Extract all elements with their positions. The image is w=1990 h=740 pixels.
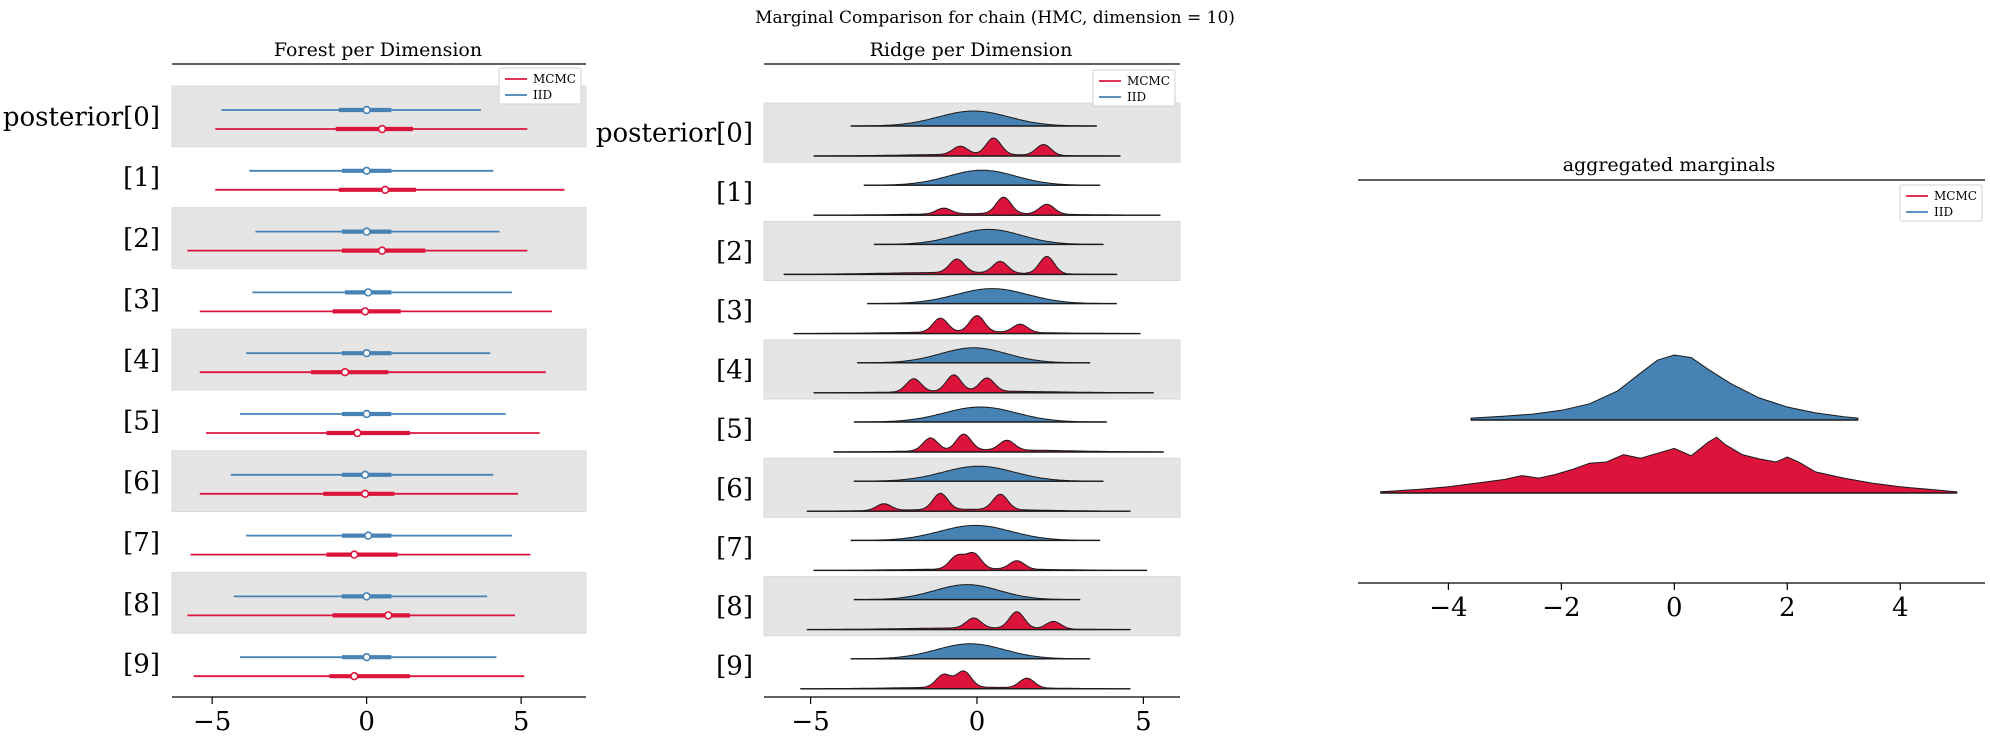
mcmc-ridge — [814, 552, 1147, 570]
x-tick-label: 5 — [513, 707, 530, 737]
mcmc-mean-point — [382, 186, 389, 193]
iid-mean-point — [363, 107, 370, 114]
aggregated-panel: aggregated marginals MCMC IID −4 −2 0 2 4 — [1358, 154, 1985, 623]
row-label: posterior[0] — [596, 119, 753, 149]
row-label: [7] — [123, 528, 160, 558]
iid-mean-point — [363, 654, 370, 661]
row-label: [4] — [716, 355, 753, 385]
figure-suptitle: Marginal Comparison for chain (HMC, dime… — [755, 8, 1235, 28]
x-tick-label: 4 — [1892, 593, 1909, 623]
x-tick-label: −5 — [791, 707, 829, 737]
row-band — [172, 329, 586, 390]
legend-label: IID — [1127, 90, 1146, 104]
mcmc-aggregated-ridge — [1381, 437, 1957, 493]
iid-mean-point — [365, 532, 372, 539]
x-tick-label: −5 — [193, 707, 231, 737]
row-label: [7] — [716, 533, 753, 563]
iid-mean-point — [363, 411, 370, 418]
mcmc-mean-point — [362, 490, 369, 497]
row-band — [172, 572, 586, 633]
x-tick-label: 5 — [1135, 707, 1152, 737]
forest-panel-title: Forest per Dimension — [274, 39, 482, 61]
row-label: [2] — [123, 224, 160, 254]
row-label: [2] — [716, 237, 753, 267]
iid-mean-point — [363, 350, 370, 357]
iid-ridge — [854, 407, 1107, 422]
mcmc-mean-point — [379, 247, 386, 254]
iid-mean-point — [363, 167, 370, 174]
row-label: [3] — [716, 296, 753, 326]
row-label: [1] — [123, 163, 160, 193]
row-label: [4] — [123, 346, 160, 376]
mcmc-ridge — [801, 671, 1131, 689]
row-label: [8] — [123, 589, 160, 619]
x-tick-label: 0 — [1666, 593, 1683, 623]
x-tick-label: 0 — [358, 707, 375, 737]
iid-ridge — [851, 525, 1101, 540]
x-tick-label: −4 — [1429, 593, 1467, 623]
row-label: [6] — [123, 467, 160, 497]
mcmc-mean-point — [385, 612, 392, 619]
legend-label: IID — [533, 88, 552, 102]
legend-label: MCMC — [533, 72, 576, 86]
mcmc-mean-point — [351, 551, 358, 558]
iid-mean-point — [363, 593, 370, 600]
row-label: [5] — [716, 415, 753, 445]
iid-ridge — [867, 289, 1117, 304]
mcmc-mean-point — [362, 308, 369, 315]
row-band — [172, 208, 586, 269]
iid-mean-point — [362, 471, 369, 478]
x-tick-label: 0 — [969, 707, 986, 737]
mcmc-mean-point — [342, 369, 349, 376]
iid-aggregated-ridge — [1471, 355, 1858, 420]
iid-ridge — [851, 644, 1091, 659]
row-label: [6] — [716, 474, 753, 504]
row-label: [9] — [123, 650, 160, 680]
row-label: [8] — [716, 592, 753, 622]
row-label: posterior[0] — [3, 102, 160, 132]
row-band — [172, 451, 586, 512]
forest-panel: Forest per Dimension posterior[0] [1] [2] [… — [3, 39, 586, 737]
iid-mean-point — [365, 289, 372, 296]
legend-label: MCMC — [1934, 189, 1977, 203]
x-tick-label: 2 — [1779, 593, 1796, 623]
mcmc-mean-point — [354, 430, 361, 437]
legend-label: MCMC — [1127, 74, 1170, 88]
row-label: [9] — [716, 651, 753, 681]
aggregated-panel-title: aggregated marginals — [1563, 154, 1776, 176]
mcmc-ridge — [814, 197, 1160, 215]
mcmc-ridge — [794, 316, 1140, 334]
ridge-panel: Ridge per Dimension posterior[0] [1] [2] [3… — [596, 39, 1180, 737]
x-tick-label: −2 — [1542, 593, 1580, 623]
legend-label: IID — [1934, 205, 1953, 219]
row-label: [3] — [123, 285, 160, 315]
iid-ridge — [864, 170, 1100, 185]
mcmc-mean-point — [351, 673, 358, 680]
mcmc-mean-point — [379, 126, 386, 133]
row-label: [1] — [716, 178, 753, 208]
row-label: [5] — [123, 406, 160, 436]
ridge-panel-title: Ridge per Dimension — [870, 39, 1073, 61]
mcmc-ridge — [834, 434, 1164, 452]
iid-mean-point — [363, 228, 370, 235]
